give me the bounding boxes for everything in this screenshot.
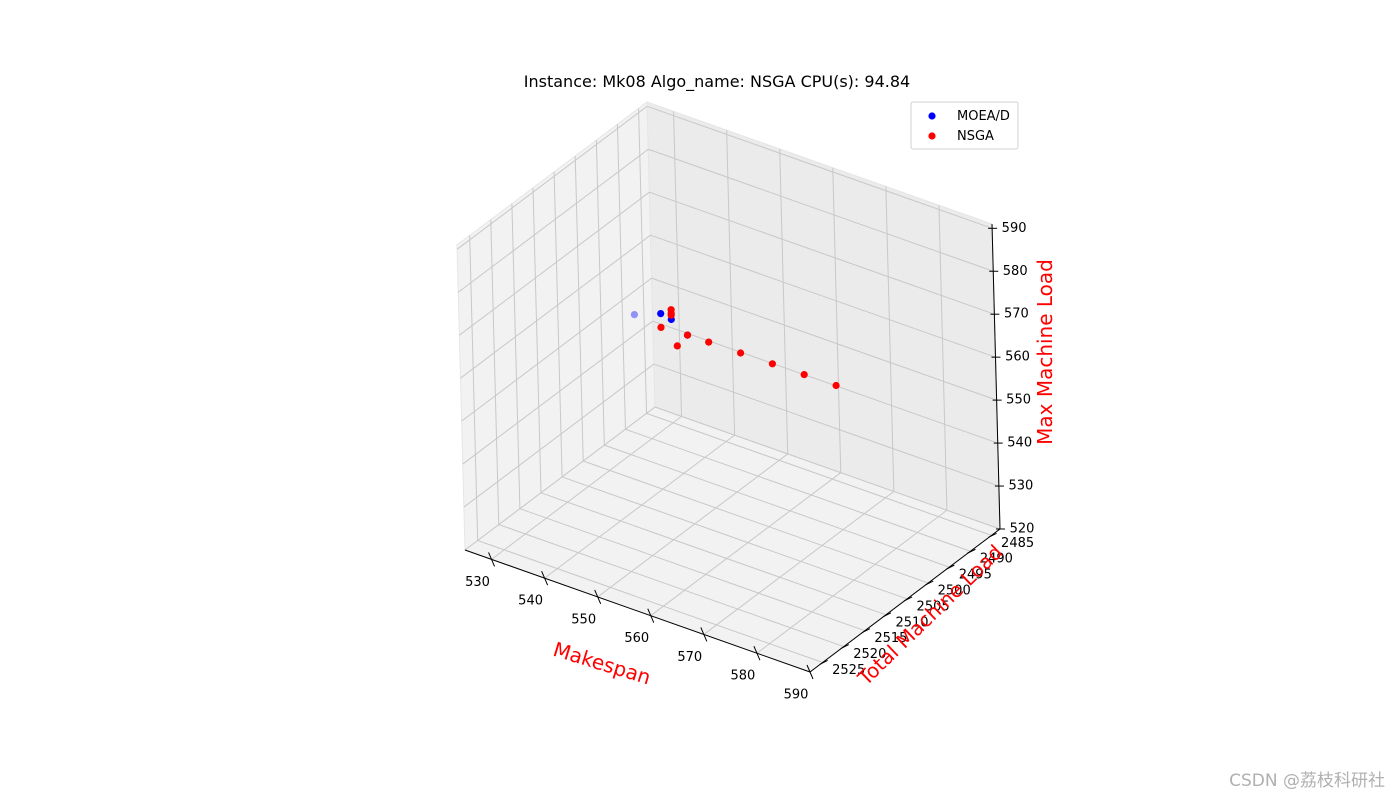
legend-label-moead: MOEA/D: [957, 109, 1010, 124]
nsga-point: [667, 306, 675, 314]
x-gridline: [673, 111, 683, 417]
legend-marker-nsga: [928, 132, 936, 140]
nsga-point: [768, 360, 777, 368]
y-gridline: [540, 492, 887, 616]
x-gridline: [885, 186, 895, 492]
z-gridline: [457, 148, 649, 293]
legend-marker-moead: [928, 112, 936, 120]
z-gridline: [651, 277, 997, 401]
z-tick-label: 590: [1002, 221, 1027, 236]
z-gridline: [459, 191, 650, 336]
z-axis-label: Max Machine Load: [1033, 259, 1057, 445]
watermark: CSDN @荔枝科研社: [1229, 771, 1385, 791]
z-gridline: [462, 320, 654, 465]
chart-title: Instance: Mk08 Algo_name: NSGA CPU(s): 9…: [524, 72, 910, 92]
x-tick-label: 530: [465, 575, 490, 590]
y-tick-label: 2510: [895, 615, 928, 630]
y-gridline: [553, 171, 563, 477]
legend-box: [910, 101, 1019, 150]
y-tick-label: 2505: [917, 599, 950, 614]
x-tick-label: 570: [677, 650, 702, 665]
nsga-point: [683, 331, 692, 339]
moead-point: [657, 310, 665, 318]
x-axis-line: [464, 549, 811, 673]
x-tick-label: 590: [784, 688, 809, 703]
y-gridline: [519, 508, 866, 632]
z-gridline: [464, 406, 656, 551]
y-tick-label: 2515: [874, 631, 907, 646]
grid-lines: [456, 105, 1001, 673]
y-tick-label: 2490: [980, 552, 1013, 567]
y-gridline: [583, 460, 929, 584]
y-gridline: [477, 539, 823, 663]
axes: [464, 223, 1005, 680]
y-gridline: [638, 108, 648, 414]
z-gridline: [646, 105, 993, 229]
y-gridline: [616, 124, 626, 430]
z-gridline: [648, 148, 994, 272]
z-gridline: [456, 105, 648, 250]
y-gridline: [498, 524, 844, 648]
y-gridline: [490, 219, 500, 525]
y-axis-line: [809, 528, 1001, 673]
z-gridline: [653, 363, 1000, 487]
nsga-point: [800, 371, 808, 379]
z-tick-label: 520: [1010, 522, 1035, 537]
z-tick-label: 580: [1003, 264, 1028, 279]
y-gridline: [625, 428, 971, 552]
z-tick-label: 560: [1005, 350, 1030, 365]
y-gridline: [511, 203, 521, 509]
y-tick-label: 2525: [832, 663, 865, 678]
z-tick-label: 530: [1008, 479, 1033, 494]
legend: MOEA/D NSGA: [910, 101, 1019, 150]
tick-labels: 530 540 550 560 570 580 590 2485249024952500250…: [465, 221, 1034, 703]
z-tick-label: 540: [1007, 436, 1032, 451]
x-gridline: [938, 205, 948, 511]
y-tick-label: 2500: [938, 584, 971, 599]
y-gridline: [595, 140, 605, 446]
x-gridline: [544, 434, 735, 579]
data-points: [630, 306, 840, 390]
x-tick-label: 540: [518, 594, 543, 609]
x-gridline: [726, 130, 736, 436]
y-gridline: [604, 444, 950, 568]
y-gridline: [561, 476, 908, 600]
x-gridline: [491, 415, 682, 560]
y-tick-label: 2485: [1001, 536, 1034, 551]
y-gridline: [532, 187, 542, 493]
z-tick-label: 550: [1006, 393, 1031, 408]
z-gridline: [463, 363, 655, 508]
y-tick-label: 2520: [853, 647, 886, 662]
nsga-point: [737, 349, 745, 357]
x-gridline: [832, 167, 842, 473]
z-gridline: [461, 277, 652, 422]
y-gridline: [646, 412, 992, 536]
z-gridline: [649, 191, 995, 315]
z-gridline: [460, 234, 651, 379]
x-gridline: [756, 509, 948, 654]
z-axis-line: [991, 223, 1001, 530]
x-tick-label: 580: [730, 669, 755, 684]
y-gridline: [574, 156, 584, 462]
z-tick-label: 570: [1004, 307, 1029, 322]
z-gridline: [654, 406, 1001, 530]
y-gridline: [469, 235, 479, 541]
nsga-point: [673, 342, 681, 350]
nsga-point: [705, 338, 713, 346]
y-tick-label: 2495: [959, 568, 992, 583]
nsga-point: [657, 323, 665, 331]
x-gridline: [650, 472, 842, 617]
x-gridline: [703, 491, 895, 635]
x-tick-label: 550: [571, 612, 596, 627]
moead-point: [630, 311, 639, 319]
nsga-point: [832, 381, 840, 390]
x-gridline: [779, 148, 789, 454]
z-gridline: [650, 234, 996, 358]
legend-label-nsga: NSGA: [957, 129, 994, 144]
x-gridline: [597, 453, 788, 598]
x-tick-label: 560: [624, 631, 649, 646]
